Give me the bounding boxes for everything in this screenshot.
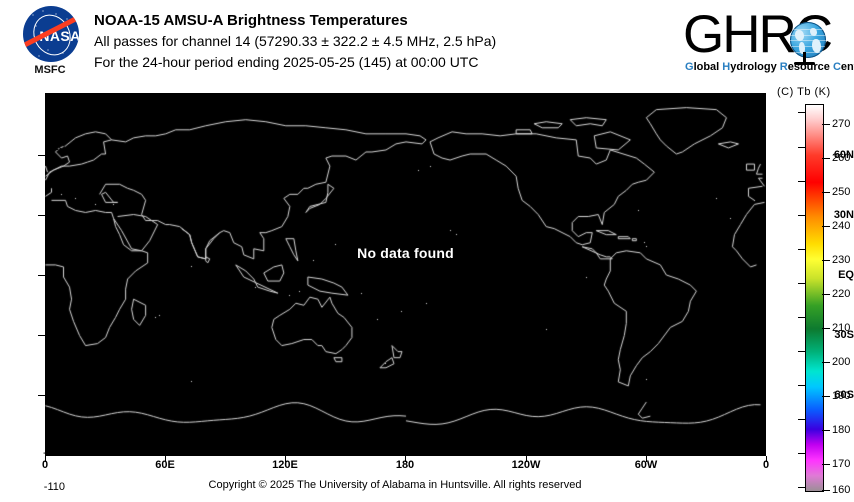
cb-k-260: 260 (832, 152, 851, 164)
x-tick-label-0e: 0 (41, 459, 49, 471)
cb-k-270: 270 (832, 118, 851, 130)
page-subtitle-channel: All passes for channel 14 (57290.33 ± 32… (94, 33, 497, 49)
cb-k-170: 170 (832, 458, 851, 470)
page-subtitle-period: For the 24-hour period ending 2025-05-25… (94, 54, 479, 70)
x-tick-label-120w: 120W (511, 459, 541, 471)
cb-c-m50: -50 (49, 277, 65, 289)
ghrc-logo: GHRC Global Hydrology Resource Center (683, 8, 854, 78)
y-tick-label-60n: 60N (833, 149, 854, 161)
y-tick-label-60s: 60S (834, 389, 854, 401)
globe-icon (790, 22, 826, 58)
x-tick-label-0w: 0 (762, 459, 770, 471)
ghrc-tagline: Global Hydrology Resource Center (685, 61, 854, 73)
globe-base-icon (794, 62, 815, 65)
copyright-notice: Copyright © 2025 The University of Alaba… (208, 479, 582, 491)
y-tick-label-30n: 30N (833, 209, 854, 221)
cb-k-190: 190 (832, 390, 851, 402)
cb-c-m110: -110 (43, 481, 65, 493)
globe-stand-icon (803, 52, 806, 64)
nasa-meatball-icon: NASA (23, 6, 79, 62)
colorbar-gradient (805, 104, 824, 492)
cb-c-m20: -20 (49, 175, 65, 187)
cb-k-220: 220 (832, 288, 851, 300)
page-title: NOAA-15 AMSU-A Brightness Temperatures (94, 12, 408, 29)
cb-c-0: 0 (58, 106, 65, 118)
world-coastline-map (45, 93, 766, 456)
cb-c-m40: -40 (49, 243, 65, 255)
cb-k-250: 250 (832, 186, 851, 198)
nasa-msfc-logo: NASA MSFC (14, 6, 86, 82)
colorbar-header: (C) Tb (K) (777, 86, 831, 98)
cb-c-m30: -30 (49, 209, 65, 221)
x-tick-label-120e: 120E (272, 459, 298, 471)
no-data-message: No data found (357, 245, 454, 261)
y-tick-label-30s: 30S (834, 329, 854, 341)
cb-k-210: 210 (832, 322, 851, 334)
cb-c-m100: -100 (42, 447, 65, 459)
cb-k-230: 230 (832, 254, 851, 266)
cb-c-m80: -80 (49, 379, 65, 391)
cb-k-240: 240 (832, 220, 851, 232)
x-tick-label-60e: 60E (155, 459, 175, 471)
map-panel[interactable]: No data found (45, 93, 766, 456)
cb-c-m10: -10 (49, 141, 65, 153)
y-tick-label-eq: EQ (838, 269, 854, 281)
title-block: NOAA-15 AMSU-A Brightness Temperatures A… (94, 10, 496, 73)
x-tick-label-180: 180 (395, 459, 415, 471)
cb-k-160: 160 (832, 484, 851, 496)
nasa-center-label: MSFC (34, 64, 66, 76)
cb-c-m60: -60 (49, 311, 65, 323)
cb-c-m90: -90 (49, 413, 65, 425)
cb-c-m70: -70 (49, 345, 65, 357)
cb-k-180: 180 (832, 424, 851, 436)
cb-k-200: 200 (832, 356, 851, 368)
x-tick-label-60w: 60W (634, 459, 658, 471)
